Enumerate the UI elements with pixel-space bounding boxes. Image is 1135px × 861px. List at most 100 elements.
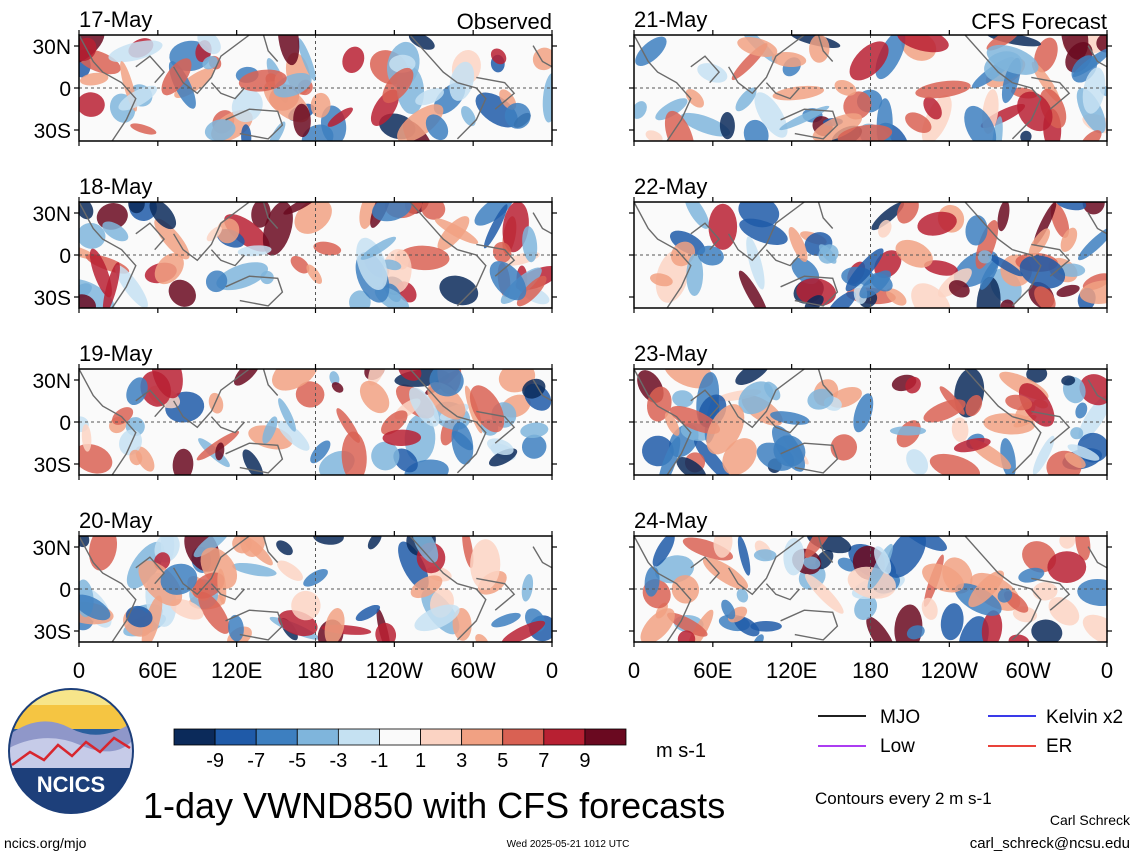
legend: MJO Kelvin x2 Low ER [818, 707, 1123, 757]
legend-label-mjo: MJO [880, 707, 920, 728]
y-tick-label: 0 [59, 412, 71, 435]
colorbar-swatch [502, 728, 545, 746]
x-tick-label: 180 [297, 658, 334, 683]
colorbar-tick-label: -3 [329, 750, 347, 772]
legend-label-kelvin: Kelvin x2 [1046, 707, 1123, 728]
coastline [409, 536, 458, 585]
panel-date: 20-May [79, 508, 152, 533]
coastline [172, 35, 250, 95]
coastline [634, 369, 692, 475]
colorbar-swatch [420, 728, 463, 746]
coastline [780, 442, 839, 474]
panel-date: 23-May [634, 341, 707, 366]
colorbar-tick-label: -7 [247, 750, 265, 772]
colorbar-swatch [337, 728, 380, 746]
coastline [1031, 76, 1071, 110]
figure-title: 1-day VWND850 with CFS forecasts [143, 785, 725, 826]
colorbar: -9 -7 -5 -3 -1 1 3 5 7 9 [173, 728, 627, 772]
colorbar-swatch [584, 728, 627, 746]
coastline [817, 536, 834, 563]
coastline [262, 536, 279, 563]
column-label: Observed [457, 9, 552, 34]
ncics-logo: NCICS [8, 688, 134, 814]
coastline [409, 369, 458, 418]
coastline [765, 82, 801, 100]
coastline [225, 442, 284, 474]
coastline [964, 202, 1013, 251]
coastline [780, 108, 839, 140]
coastline [456, 82, 487, 140]
coastline [135, 222, 166, 251]
wind-field [634, 202, 1107, 308]
coastline [765, 416, 801, 434]
wind-field [79, 536, 552, 642]
coastline [727, 202, 805, 262]
coastline [1087, 379, 1107, 402]
wind-field [634, 369, 1107, 475]
coastline [135, 556, 166, 585]
colorbar-swatch [214, 728, 257, 746]
coastline [765, 249, 801, 267]
x-tick-label: 180 [852, 658, 889, 683]
colorbar-swatch [173, 728, 216, 746]
coastline [964, 35, 1013, 84]
coastline [262, 369, 279, 396]
coastline [210, 249, 246, 267]
y-tick-label: 0 [59, 78, 71, 101]
x-tick-label: 120W [366, 658, 424, 683]
panel-date: 22-May [634, 174, 707, 199]
map-panel: 30N 0 30S 19-May [32, 341, 557, 480]
x-tick-label: 120W [921, 658, 979, 683]
coastline [690, 556, 721, 585]
coastline [210, 583, 246, 601]
coastline [690, 55, 721, 84]
coastline [409, 202, 458, 251]
x-tick-label: 60E [138, 658, 177, 683]
coastline [210, 416, 246, 434]
y-tick-label: 30S [34, 621, 71, 644]
coastline [1011, 82, 1042, 140]
colorbar-tick-label: 9 [579, 750, 590, 772]
colorbar-unit: m s-1 [656, 740, 706, 762]
coastline [634, 35, 692, 141]
coastline [172, 369, 250, 429]
coastline [817, 202, 834, 229]
wind-field [634, 536, 1107, 642]
coastline [456, 416, 487, 474]
colorbar-tick-label: 5 [497, 750, 508, 772]
x-tick-label: 0 [1101, 658, 1113, 683]
map-panel: 21-May CFS Forecast [629, 7, 1112, 146]
coastline [476, 577, 516, 611]
footer-url: ncics.org/mjo [4, 835, 87, 851]
y-tick-label: 0 [59, 245, 71, 268]
wind-field [79, 202, 552, 308]
x-tick-label: 120E [211, 658, 262, 683]
coastline [727, 369, 805, 429]
coastline [817, 35, 834, 62]
x-tick-label: 60W [451, 658, 496, 683]
coastline [79, 202, 137, 308]
coastline [262, 35, 279, 62]
coastline [225, 108, 284, 140]
panel-date: 24-May [634, 508, 707, 533]
coastline [1087, 212, 1107, 235]
colorbar-tick-label: 3 [456, 750, 467, 772]
panel-date: 17-May [79, 7, 152, 32]
x-tick-label: 0 [73, 658, 85, 683]
panel-date: 19-May [79, 341, 152, 366]
map-panel: 24-May 0 60E 120E 180 120W 60W 0 [628, 508, 1113, 683]
footer-timestamp: Wed 2025-05-21 1012 UTC [507, 839, 630, 850]
coastline [210, 82, 246, 100]
panel-date: 21-May [634, 7, 707, 32]
coastline [1011, 416, 1042, 474]
coastline [225, 275, 284, 307]
coastline [532, 379, 552, 402]
coastline [456, 249, 487, 307]
colorbar-swatch [296, 728, 339, 746]
coastline [79, 536, 137, 642]
footer-email: carl_schreck@ncsu.edu [970, 835, 1130, 852]
